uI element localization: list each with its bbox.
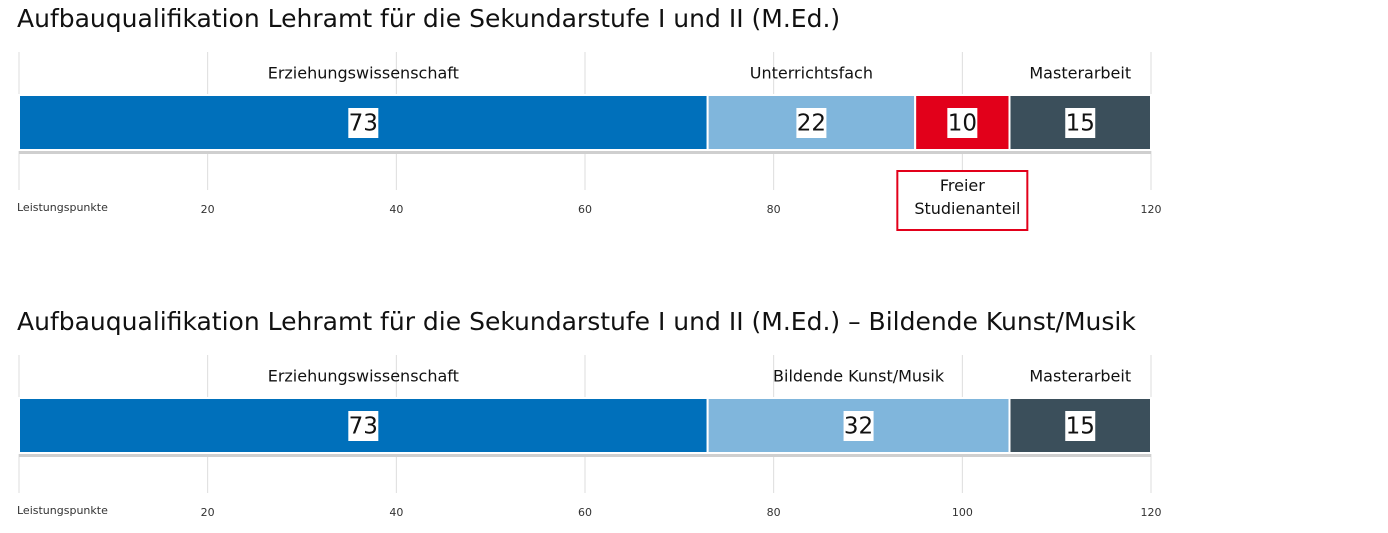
x-tick-label: 120 — [1141, 203, 1162, 216]
x-tick-label: 60 — [578, 203, 592, 216]
chart-title: Aufbauqualifikation Lehramt für die Seku… — [17, 307, 1136, 336]
x-tick-label: 40 — [389, 203, 403, 216]
segment-label: Unterrichtsfach — [750, 64, 873, 83]
value-label: 73 — [349, 414, 378, 440]
label-wrap: Freier Studienanteil — [914, 176, 1021, 218]
segment-label: Erziehungswissenschaft — [268, 367, 459, 386]
value-box — [947, 108, 978, 138]
value-label: 32 — [844, 414, 873, 440]
segment-label: Masterarbeit — [1029, 367, 1131, 386]
x-tick-label: 80 — [767, 506, 781, 519]
x-tick-label: 20 — [201, 203, 215, 216]
value-box — [796, 108, 827, 138]
x-tick-label: 80 — [767, 203, 781, 216]
x-axis-label: Leistungspunkte — [17, 504, 108, 517]
label-box — [896, 170, 1029, 231]
x-tick-label: 60 — [578, 506, 592, 519]
segment-label: Erziehungswissenschaft — [268, 64, 459, 83]
value-box — [348, 108, 379, 138]
x-tick-label: 20 — [201, 506, 215, 519]
value-label: 73 — [349, 111, 378, 137]
segment-label: Freier Studienanteil — [914, 176, 1021, 218]
bar-shadow — [19, 150, 1151, 154]
value-box — [1065, 411, 1096, 441]
value-label: 10 — [948, 111, 977, 137]
chart-title: Aufbauqualifikation Lehramt für die Seku… — [17, 4, 840, 33]
segment-label: Masterarbeit — [1029, 64, 1131, 83]
x-tick-label: 100 — [952, 506, 973, 519]
x-tick-label: 40 — [389, 506, 403, 519]
x-tick-label: 120 — [1141, 506, 1162, 519]
value-box — [1065, 108, 1096, 138]
value-label: 15 — [1066, 111, 1095, 137]
x-axis-label: Leistungspunkte — [17, 201, 108, 214]
segment-label: Bildende Kunst/Musik — [773, 367, 945, 386]
value-box — [348, 411, 379, 441]
value-box — [843, 411, 874, 441]
value-label: 15 — [1066, 414, 1095, 440]
bar-shadow — [19, 453, 1151, 457]
value-label: 22 — [797, 111, 826, 137]
